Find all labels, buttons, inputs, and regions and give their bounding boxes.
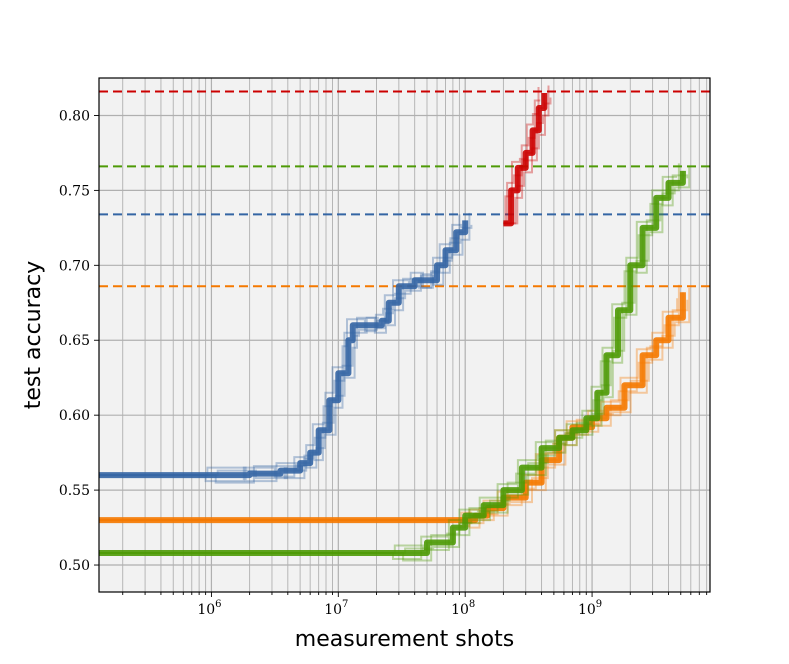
x-tick-exponent: 9 <box>596 599 602 610</box>
x-tick-base: 10 <box>578 602 596 618</box>
plot-frame <box>98 77 711 593</box>
series-replicate-line <box>99 175 678 560</box>
plot-area <box>99 78 710 592</box>
x-tick-exponent: 6 <box>215 599 221 610</box>
x-tick-base: 10 <box>197 602 215 618</box>
reference-lines <box>99 90 710 288</box>
y-axis-label: test accuracy <box>21 261 46 410</box>
y-tick-label: 0.55 <box>59 483 90 499</box>
x-tick-label: 109 <box>578 599 602 618</box>
x-tick-base: 10 <box>451 602 469 618</box>
series-line <box>503 93 548 227</box>
y-tick-label: 0.70 <box>59 258 90 274</box>
series-replicate-line <box>99 223 463 483</box>
x-tick-label: 107 <box>324 599 348 618</box>
x-tick-exponent: 8 <box>469 599 475 610</box>
y-tick-label: 0.65 <box>59 333 90 349</box>
series-line <box>99 170 686 556</box>
series-replicate-line <box>99 284 680 525</box>
x-tick-exponent: 7 <box>342 599 348 610</box>
series-group <box>99 85 691 562</box>
y-tick-label: 0.50 <box>59 558 90 574</box>
y-tick-label: 0.75 <box>59 183 90 199</box>
series-replicate-line <box>99 214 461 483</box>
x-axis-label: measurement shots <box>295 627 514 652</box>
series-replicate-line <box>503 87 540 225</box>
x-tick-base: 10 <box>324 602 342 618</box>
y-tick-label: 0.80 <box>59 108 90 124</box>
grid <box>99 78 710 592</box>
y-tick-label: 0.60 <box>59 408 90 424</box>
x-tick-label: 108 <box>451 599 475 618</box>
x-tick-label: 106 <box>197 599 221 618</box>
series-replicate-line <box>503 85 550 225</box>
series-replicate-line <box>99 163 680 554</box>
series-line <box>99 220 469 479</box>
